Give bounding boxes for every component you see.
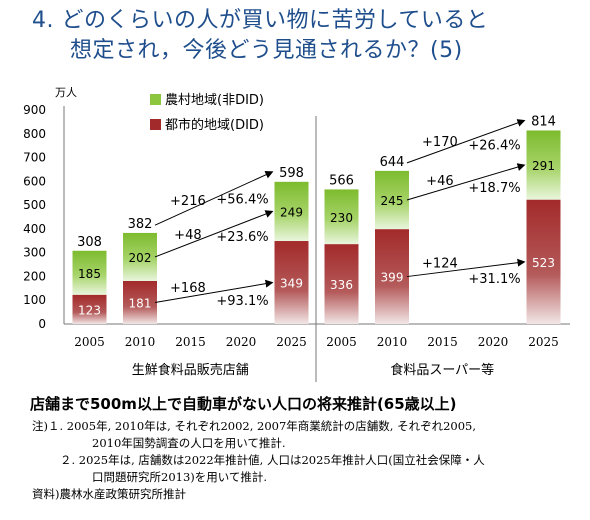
change-label: +216 bbox=[170, 194, 206, 209]
y-tick-label: 0 bbox=[38, 317, 46, 331]
bar-did bbox=[375, 229, 409, 324]
bar-total-label: 814 bbox=[531, 114, 556, 129]
change-label: +168 bbox=[170, 281, 206, 296]
bar-did bbox=[123, 280, 157, 324]
y-tick-label: 400 bbox=[23, 222, 46, 236]
change-pct-label: +18.7% bbox=[468, 181, 520, 196]
x-tick-label: 2020 bbox=[478, 335, 509, 349]
change-pct-label: +56.4% bbox=[216, 193, 268, 208]
bar-did-label: 523 bbox=[532, 256, 555, 270]
legend-label: 農村地域(非DID) bbox=[165, 93, 264, 108]
x-tick-label: 2005 bbox=[326, 335, 357, 349]
title-line-2: 想定され，今後どう見通されるか？(5) bbox=[70, 38, 463, 63]
group-label: 食料品スーパー等 bbox=[390, 362, 494, 378]
x-tick-label: 2025 bbox=[528, 335, 559, 349]
legend-swatch bbox=[150, 119, 161, 130]
x-tick-label: 2025 bbox=[276, 335, 307, 349]
change-arrow bbox=[154, 279, 274, 303]
page-title: 4. どのくらいの人が買い物に苦労していると 想定され，今後どう見通されるか？(… bbox=[32, 6, 572, 66]
x-tick-label: 2020 bbox=[226, 335, 257, 349]
change-label: +48 bbox=[174, 228, 201, 243]
x-tick-label: 2010 bbox=[125, 335, 156, 349]
bar-non-did-label: 291 bbox=[532, 159, 555, 173]
change-label: +124 bbox=[422, 256, 458, 271]
change-pct-label: +26.4% bbox=[468, 138, 520, 153]
bar-non-did bbox=[375, 170, 409, 230]
x-tick-label: 2010 bbox=[377, 335, 408, 349]
y-tick-label: 300 bbox=[23, 246, 46, 260]
bar-did-label: 123 bbox=[78, 303, 101, 317]
bar-did bbox=[324, 244, 359, 324]
y-tick-label: 700 bbox=[23, 151, 46, 165]
bar-non-did bbox=[123, 232, 157, 281]
title-line-1: 4. どのくらいの人が買い物に苦労していると bbox=[32, 8, 489, 33]
bar-total-label: 308 bbox=[77, 235, 102, 250]
bar-non-did-label: 230 bbox=[330, 211, 353, 225]
change-pct-label: +93.1% bbox=[216, 294, 268, 309]
y-tick-label: 200 bbox=[23, 269, 46, 283]
legend-swatch bbox=[150, 94, 161, 105]
change-label: +46 bbox=[426, 174, 453, 189]
bar-did-label: 349 bbox=[280, 277, 303, 291]
x-tick-label: 2015 bbox=[427, 335, 458, 349]
legend-label: 都市的地域(DID) bbox=[165, 117, 264, 133]
note-2: ２. 2025年は, 店舗数は2022年推計値, 人口は2025年推計人口(国立… bbox=[60, 453, 485, 467]
bar-did bbox=[274, 241, 309, 324]
bar-did-label: 336 bbox=[330, 278, 353, 292]
change-arrow bbox=[154, 210, 274, 258]
note-1: 注)１. 2005年, 2010年は, それぞれ2002, 2007年商業統計の… bbox=[32, 419, 477, 433]
chart-caption: 店舗まで500m以上で自動車がない人口の将来推計(65歳以上) bbox=[30, 395, 457, 413]
source-note: 資料)農林水産政策研究所推計 bbox=[32, 487, 186, 501]
y-tick-label: 100 bbox=[23, 293, 46, 307]
change-pct-label: +31.1% bbox=[468, 272, 520, 287]
change-arrow bbox=[406, 163, 526, 201]
bar-non-did bbox=[274, 181, 309, 242]
bar-total-label: 566 bbox=[329, 173, 354, 188]
y-tick-label: 800 bbox=[23, 127, 46, 141]
y-axis-unit: 万人 bbox=[55, 86, 77, 99]
change-arrow bbox=[154, 171, 274, 226]
change-arrow bbox=[406, 258, 526, 278]
notes: 注)１. 2005年, 2010年は, それぞれ2002, 2007年商業統計の… bbox=[32, 418, 485, 503]
bar-did-label: 181 bbox=[129, 296, 152, 310]
y-tick-label: 500 bbox=[23, 198, 46, 212]
y-tick-label: 900 bbox=[23, 103, 46, 117]
change-label: +170 bbox=[422, 135, 458, 150]
bar-non-did bbox=[526, 130, 561, 200]
bar-did bbox=[526, 199, 561, 324]
bar-non-did-label: 245 bbox=[381, 194, 404, 208]
bar-total-label: 598 bbox=[279, 166, 304, 181]
change-arrow bbox=[406, 119, 526, 164]
stacked-bar-chart: 万人 0 100 200 300 400 500 600 700 800 900 2005 123 185… bbox=[23, 86, 570, 382]
note-1-cont: 2010年国勢調査の人口を用いて推計. bbox=[92, 436, 286, 450]
bar-non-did-label: 185 bbox=[78, 267, 101, 281]
bar-total-label: 644 bbox=[380, 155, 405, 170]
note-2-cont: 口問題研究所2013)を用いて推計. bbox=[92, 470, 268, 484]
bar-did bbox=[72, 294, 107, 324]
bar-non-did-label: 202 bbox=[129, 251, 152, 265]
change-pct-label: +23.6% bbox=[216, 230, 268, 245]
bar-non-did-label: 249 bbox=[280, 205, 303, 219]
y-tick-label: 600 bbox=[23, 174, 46, 188]
x-tick-label: 2015 bbox=[175, 335, 206, 349]
x-tick-label: 2005 bbox=[74, 335, 105, 349]
bar-total-label: 382 bbox=[128, 217, 153, 232]
bar-non-did bbox=[72, 250, 107, 295]
group-label: 生鮮食料品販売店舗 bbox=[132, 362, 249, 378]
bar-non-did bbox=[324, 189, 359, 245]
bar-did-label: 399 bbox=[381, 271, 404, 285]
